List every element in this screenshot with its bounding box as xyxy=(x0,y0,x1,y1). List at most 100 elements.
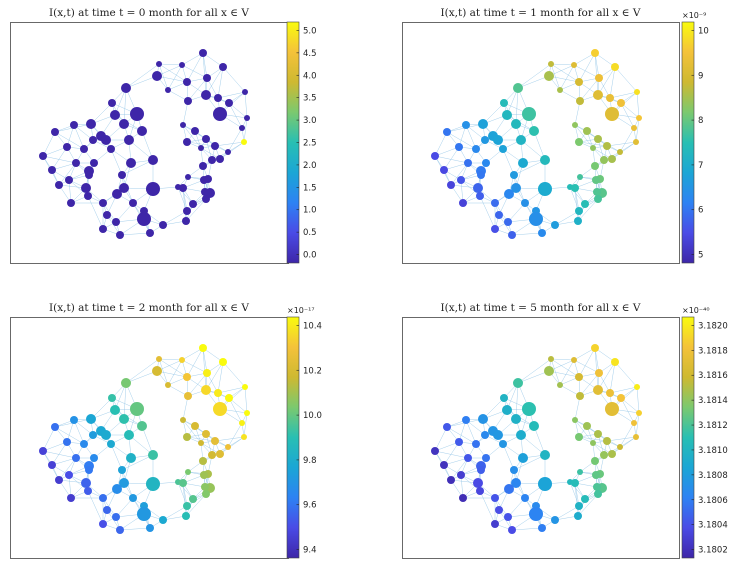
panel-t2: I(x,t) at time t = 2 month for all x ∈ V… xyxy=(10,302,322,559)
graph-edge xyxy=(185,198,207,222)
graph-node xyxy=(199,49,207,57)
graph-node xyxy=(548,61,554,67)
graph-node xyxy=(476,192,484,200)
graph-node xyxy=(491,199,499,207)
graph-node xyxy=(152,71,162,81)
graph-edge xyxy=(574,419,594,444)
graph-node xyxy=(199,162,207,170)
graph-edge xyxy=(51,457,77,466)
graph-node xyxy=(557,87,563,93)
colorbar-tick-label: 1.0 xyxy=(303,206,317,216)
graph-edge xyxy=(559,64,575,91)
graph-node xyxy=(557,382,563,388)
graph-edge xyxy=(42,426,56,452)
graph-node xyxy=(455,143,463,151)
graph-node xyxy=(594,490,602,498)
graph-edge xyxy=(156,370,188,378)
graph-edge xyxy=(42,146,68,157)
graph-edge xyxy=(574,187,579,222)
graph-node xyxy=(39,152,47,160)
graph-edge xyxy=(507,497,526,518)
graph-edge xyxy=(513,454,546,471)
graph-edge xyxy=(450,162,469,186)
node-layer xyxy=(431,344,642,534)
graph-edge xyxy=(460,474,481,492)
graph-node xyxy=(112,484,122,494)
colorbar-tick-label: 5 xyxy=(698,251,703,261)
graph-edge xyxy=(550,358,575,361)
graph-node xyxy=(182,512,190,520)
graph-edge xyxy=(594,347,599,391)
graph-node xyxy=(611,63,619,71)
graph-node xyxy=(636,115,642,121)
graph-node xyxy=(116,526,124,534)
graph-node xyxy=(593,483,601,491)
graph-node xyxy=(203,74,211,82)
graph-edge xyxy=(125,358,160,384)
graph-node xyxy=(213,402,227,416)
graph-node xyxy=(591,457,599,465)
graph-node xyxy=(551,221,559,229)
graph-edge xyxy=(202,347,207,391)
graph-node xyxy=(89,136,97,144)
graph-node xyxy=(538,524,546,532)
graph-edge xyxy=(548,75,580,83)
graph-node xyxy=(529,421,539,431)
graph-node xyxy=(575,138,583,146)
graph-node xyxy=(518,453,528,463)
graph-edge xyxy=(119,232,151,236)
graph-node xyxy=(80,440,88,448)
graph-edge xyxy=(128,434,154,456)
graph-node xyxy=(464,454,472,462)
graph-node xyxy=(201,188,209,196)
graph-edge xyxy=(511,232,543,236)
graph-node xyxy=(516,430,526,440)
graph-edge xyxy=(219,141,245,160)
graph-node xyxy=(67,199,75,207)
graph-edge xyxy=(460,179,481,197)
graph-node xyxy=(462,416,470,424)
graph-node xyxy=(495,506,503,514)
graph-node xyxy=(431,447,439,455)
graph-node xyxy=(101,430,111,440)
graph-node xyxy=(538,182,552,196)
graph-node xyxy=(63,438,71,446)
graph-edge xyxy=(123,382,127,420)
panel-t0: I(x,t) at time t = 0 month for all x ∈ V… xyxy=(10,7,317,264)
graph-edge xyxy=(434,131,448,157)
graph-edge xyxy=(186,347,204,378)
colorbar-tick-label: 3.1810 xyxy=(698,446,728,456)
graph-edge xyxy=(181,347,204,361)
node-layer xyxy=(39,344,250,534)
graph-node xyxy=(478,119,488,129)
graph-node xyxy=(606,389,614,397)
graph-node xyxy=(199,457,207,465)
graph-node xyxy=(551,516,559,524)
graph-node xyxy=(522,402,536,416)
graph-node xyxy=(216,450,224,458)
graph-node xyxy=(605,402,619,416)
graph-edge xyxy=(619,422,635,448)
graph-node xyxy=(595,74,603,82)
graph-node xyxy=(502,405,512,415)
graph-node xyxy=(575,78,583,86)
graph-node xyxy=(130,402,144,416)
graph-node xyxy=(165,382,171,388)
graph-node xyxy=(504,513,512,521)
graph-node xyxy=(137,126,147,136)
graph-edge xyxy=(42,450,77,459)
graph-node xyxy=(86,414,96,424)
graph-node xyxy=(110,110,120,120)
graph-edge xyxy=(573,52,596,66)
graph-node xyxy=(90,454,98,462)
graph-node xyxy=(121,83,131,93)
graph-node xyxy=(593,385,603,395)
graph-node xyxy=(116,231,124,239)
graph-edge xyxy=(443,441,460,466)
graph-edge xyxy=(554,505,580,521)
graph-node xyxy=(129,199,137,207)
graph-edge xyxy=(202,52,208,79)
graph-edge xyxy=(121,454,154,471)
graph-node xyxy=(538,477,552,491)
colorbar-tick-label: 3.1806 xyxy=(698,496,728,506)
